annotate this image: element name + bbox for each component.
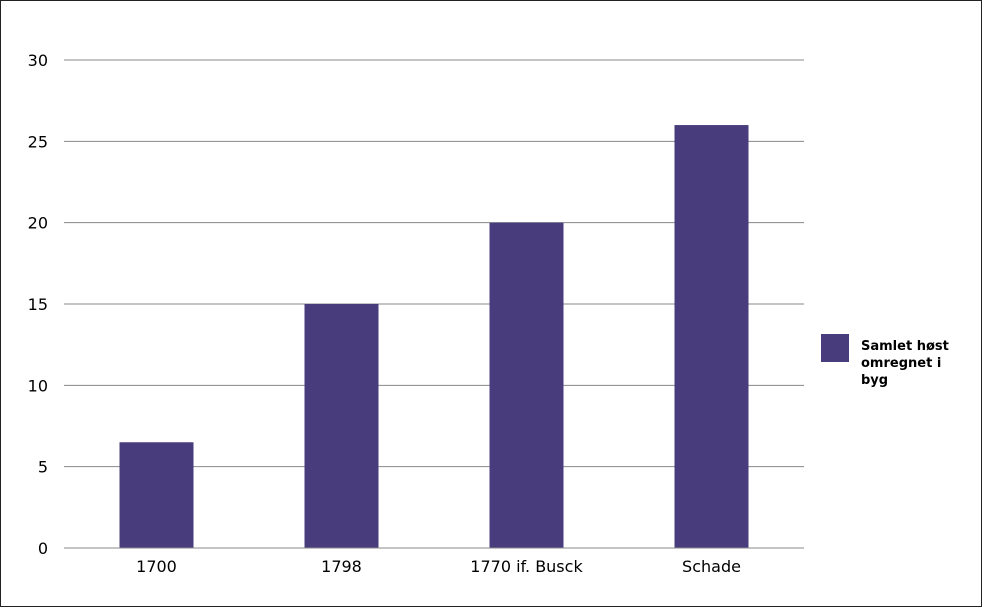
y-tick-label: 5	[38, 458, 48, 477]
y-tick-label: 30	[28, 51, 48, 70]
x-tick-label: 1770 if. Busck	[470, 557, 583, 576]
x-tick-label: 1798	[321, 557, 362, 576]
bar-schade	[674, 125, 749, 549]
y-tick-label: 25	[28, 132, 48, 151]
y-tick-label: 10	[28, 376, 48, 395]
legend-swatch	[821, 334, 849, 362]
x-axis-tick-labels: 1700 1798 1770 if. Busck Schade	[136, 557, 741, 576]
y-tick-label: 15	[28, 295, 48, 314]
bar-1770-if-busck	[489, 222, 564, 548]
y-tick-label: 0	[38, 539, 48, 558]
x-tick-label: 1700	[136, 557, 177, 576]
legend-label: Samlet høst omregnet i byg	[861, 339, 949, 388]
bar-1700	[119, 442, 194, 548]
bars	[119, 125, 749, 549]
bar-1798	[304, 304, 379, 548]
y-tick-label: 20	[28, 214, 48, 233]
x-tick-label: Schade	[682, 557, 741, 576]
y-axis-tick-labels: 0 5 10 15 20 25 30	[28, 51, 48, 558]
